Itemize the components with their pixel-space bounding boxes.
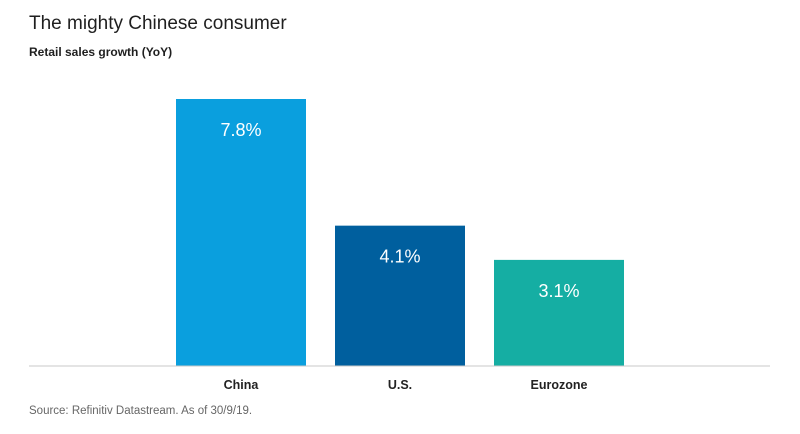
labels-group: 7.8% China 4.1% U.S. 3.1% Eurozone — [220, 120, 587, 392]
bar-china — [176, 99, 306, 366]
bar-eurozone — [494, 259, 624, 366]
bar-u-s — [335, 225, 465, 366]
bars-group — [176, 99, 624, 366]
category-label: U.S. — [388, 378, 412, 392]
chart-subtitle: Retail sales growth (YoY) — [29, 45, 173, 59]
data-label: 7.8% — [220, 120, 261, 140]
chart-title: The mighty Chinese consumer — [29, 13, 287, 34]
source-note: Source: Refinitiv Datastream. As of 30/9… — [29, 405, 253, 417]
data-label: 3.1% — [538, 281, 579, 301]
data-label: 4.1% — [379, 247, 420, 267]
category-label: China — [224, 378, 260, 392]
category-label: Eurozone — [531, 378, 588, 392]
